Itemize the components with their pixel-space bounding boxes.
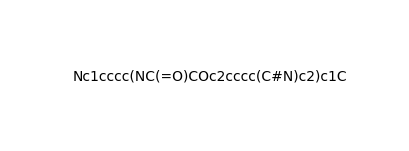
Text: Nc1cccc(NC(=O)COc2cccc(C#N)c2)c1C: Nc1cccc(NC(=O)COc2cccc(C#N)c2)c1C: [73, 69, 346, 83]
